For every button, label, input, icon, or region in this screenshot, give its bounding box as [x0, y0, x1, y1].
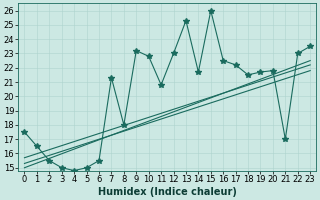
X-axis label: Humidex (Indice chaleur): Humidex (Indice chaleur) [98, 187, 237, 197]
